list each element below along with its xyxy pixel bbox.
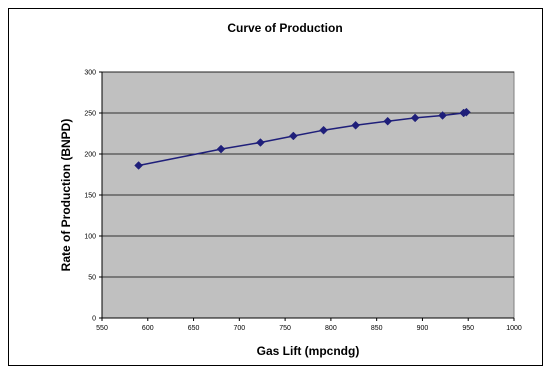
- x-tick-label-650: 650: [188, 325, 200, 332]
- x-tick-label-1000: 1000: [506, 325, 522, 332]
- y-tick-label-50: 50: [88, 275, 96, 282]
- y-axis-title: Rate of Production (BNPD): [59, 119, 73, 272]
- y-tick-label-150: 150: [84, 193, 96, 200]
- x-tick-label-950: 950: [462, 325, 474, 332]
- x-tick-label-600: 600: [142, 325, 154, 332]
- data-point-10: [462, 107, 471, 117]
- data-point-0: [134, 161, 143, 170]
- gridlines: [102, 71, 514, 278]
- series-production: [134, 107, 471, 170]
- x-axis-title: Gas Lift (mpcndg): [257, 344, 360, 358]
- y-tick-label-200: 200: [84, 152, 96, 159]
- x-tick-labels: 550 600 650 700 750 800 850 900 950 1000: [96, 318, 522, 332]
- x-tick-label-700: 700: [233, 325, 245, 332]
- data-point-3: [288, 131, 298, 141]
- x-tick-label-750: 750: [279, 325, 291, 332]
- x-tick-label-900: 900: [417, 325, 429, 332]
- data-point-4: [319, 125, 328, 135]
- y-tick-label-100: 100: [84, 234, 96, 241]
- x-tick-label-850: 850: [371, 325, 383, 332]
- data-point-8: [438, 111, 447, 120]
- data-point-7: [410, 113, 420, 123]
- y-tick-label-0: 0: [92, 316, 96, 323]
- data-point-6: [383, 116, 393, 126]
- y-tick-label-250: 250: [84, 111, 96, 118]
- x-tick-label-550: 550: [96, 325, 108, 332]
- y-tick-label-300: 300: [84, 70, 96, 77]
- x-tick-label-800: 800: [325, 325, 337, 332]
- chart-title: Curve of Production: [227, 21, 342, 35]
- data-point-1: [216, 144, 226, 154]
- y-tick-labels: 0 50 100 150 200 250 300: [84, 70, 102, 323]
- data-point-5: [351, 120, 360, 130]
- data-point-2: [256, 138, 265, 147]
